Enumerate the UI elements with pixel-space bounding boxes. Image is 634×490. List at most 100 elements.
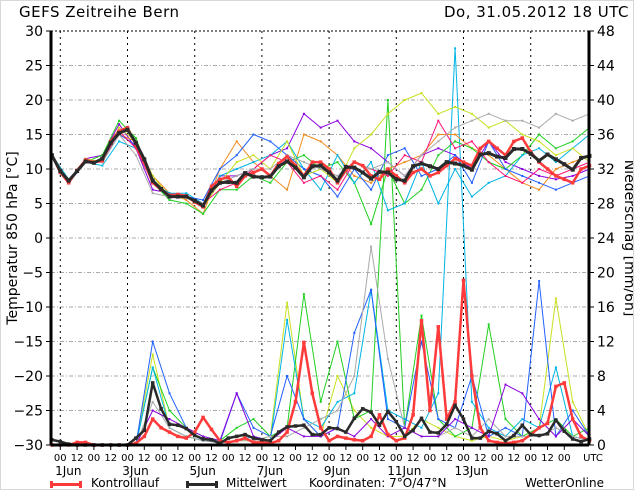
member-precip-line-point	[353, 331, 356, 334]
member-precip-line-point	[286, 435, 289, 438]
member-precip-line-point	[521, 435, 524, 438]
mean-temp-line-point	[192, 198, 197, 203]
x-tick-label: 12	[541, 453, 554, 464]
y2-axis-label: Niederschlag [mm/6h]	[621, 160, 634, 317]
x-tick-label: 00	[424, 453, 437, 464]
mean-precip-line-point	[369, 410, 373, 414]
mean-precip-line-point	[159, 407, 163, 411]
member-precip-line-point	[554, 366, 557, 369]
control-temp-line-point	[453, 156, 457, 161]
member-precip-line-point	[437, 435, 440, 438]
mean-precip-line-point	[562, 429, 567, 433]
mean-temp-line-point	[133, 140, 138, 145]
mean-precip-line-point	[570, 437, 575, 441]
member-temp-line-point	[353, 181, 356, 184]
member-temp-line-point	[437, 140, 440, 143]
member-temp-line-point	[370, 147, 373, 150]
mean-temp-line-point	[234, 180, 239, 185]
control-precip-line-point	[478, 426, 483, 430]
member-precip-line-point	[386, 418, 389, 421]
member-temp-line-point	[470, 195, 473, 198]
member-temp-line-point	[454, 105, 457, 108]
mean-temp-line-point	[125, 127, 130, 132]
control-temp-line-point	[260, 167, 264, 171]
mean-temp-line-point	[444, 160, 449, 165]
y2-tick-label: 32	[597, 162, 615, 178]
y-tick-label: 0	[34, 231, 43, 247]
member-precip-line-point	[353, 409, 356, 412]
member-precip-line-point	[487, 435, 490, 438]
control-precip-line-point	[411, 413, 415, 417]
y2-tick-label: 12	[597, 335, 615, 351]
mean-precip-line-point	[419, 416, 424, 421]
date-label: 11Jun	[387, 464, 421, 478]
date-label: 7Jun	[257, 464, 283, 478]
control-temp-line-point	[461, 160, 466, 164]
mean-temp-line-point	[150, 178, 155, 183]
mean-precip-line-point	[537, 433, 541, 438]
control-legend-label: Kontrolllauf	[91, 476, 160, 490]
member-temp-line-point	[370, 223, 373, 226]
member-temp-line-point	[454, 133, 457, 136]
mean-temp-line-point	[461, 163, 466, 168]
member-precip-line-point	[286, 318, 289, 321]
mean-precip-line-point	[394, 419, 399, 424]
member-temp-line-point	[269, 154, 272, 157]
member-precip-line-point	[403, 418, 406, 421]
mean-temp-line-point	[411, 164, 416, 169]
mean-temp-line-point	[469, 167, 474, 172]
member-temp-line-point	[269, 168, 272, 170]
y-axis-label: Temperatur 850 hPa [°C]	[5, 151, 21, 325]
member-temp-line-point	[403, 154, 406, 157]
control-precip-line-point	[386, 432, 390, 437]
mean-precip-line-point	[184, 426, 189, 431]
mean-temp-line-point	[545, 152, 550, 157]
mean-temp-line-point	[184, 194, 189, 199]
control-temp-line-point	[360, 163, 365, 168]
control-precip-line-point	[184, 436, 189, 440]
x-tick-label: 12	[306, 453, 319, 464]
ensemble-members	[50, 47, 591, 446]
member-temp-line-point	[420, 92, 423, 95]
member-precip-line-point	[235, 392, 238, 395]
member-precip-line-point	[386, 357, 389, 360]
member-precip-line-point	[370, 418, 373, 421]
member-temp-line-point	[235, 140, 238, 143]
member-temp-line-point	[437, 154, 440, 157]
mean-temp-line-point	[537, 158, 542, 163]
control-precip-line-point	[570, 417, 575, 421]
control-temp-line-point	[344, 168, 348, 173]
member-temp-line-point	[403, 174, 406, 177]
member-temp-line-point	[185, 199, 188, 201]
member-precip-line-point	[319, 400, 322, 403]
member-temp-line-point	[151, 188, 154, 191]
y2-tick-label: 28	[597, 197, 615, 213]
member-temp-line-point	[370, 161, 373, 164]
member-temp-line-point	[336, 188, 339, 191]
mean-legend-swatch	[186, 481, 218, 488]
mean-precip-line-point	[377, 423, 382, 427]
control-precip-line-point	[486, 438, 491, 443]
mean-temp-line-point	[385, 170, 390, 175]
mean-temp-line-point	[117, 131, 122, 136]
y2-tick-label: 4	[597, 404, 606, 420]
mean-temp-line-point	[58, 169, 63, 174]
x-tick-label: 00	[222, 453, 235, 464]
member-precip-line-point	[336, 375, 339, 377]
member-precip-line-point	[437, 426, 440, 429]
member-temp-line-point	[118, 119, 121, 122]
mean-precip-line-point	[444, 422, 449, 427]
mean-precip-line-point	[285, 425, 289, 429]
member-temp-line-point	[521, 154, 524, 157]
x-unit-label: UTC	[583, 453, 603, 464]
member-temp-line-point	[470, 112, 473, 115]
member-temp-line-point	[302, 154, 305, 157]
control-precip-line-point	[243, 436, 247, 440]
mean-temp-line-point	[327, 170, 332, 175]
control-precip-line-point	[327, 438, 331, 443]
mean-temp-line-point	[167, 194, 172, 199]
member-temp-line-point	[470, 140, 473, 143]
x-tick-label: 12	[205, 453, 218, 464]
member-temp-line-point	[386, 112, 389, 115]
x-tick-label: 12	[474, 453, 487, 464]
